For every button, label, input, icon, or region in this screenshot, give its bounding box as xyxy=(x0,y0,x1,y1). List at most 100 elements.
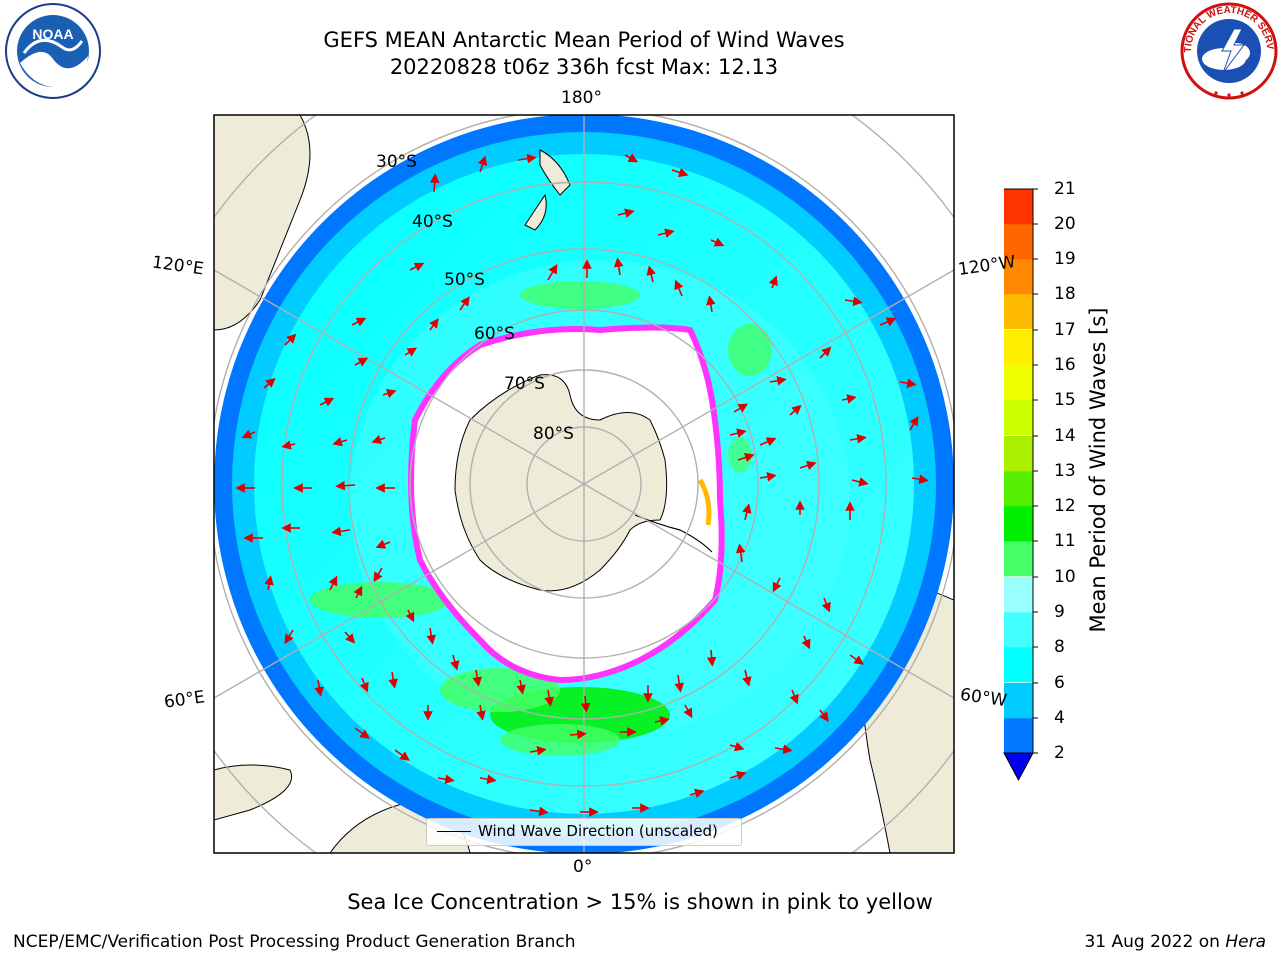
colorbar-tick: 17 xyxy=(1054,320,1076,340)
wave-arrow xyxy=(689,788,705,798)
wave-arrow xyxy=(516,679,526,695)
wave-arrow xyxy=(841,394,857,404)
wave-arrow xyxy=(879,317,897,327)
wave-arrow xyxy=(799,460,817,471)
colorbar-tick: 15 xyxy=(1054,390,1076,410)
wave-arrow xyxy=(683,704,693,719)
australia-land xyxy=(214,115,311,331)
wave-arrow xyxy=(319,397,335,407)
wave-arrow xyxy=(742,669,752,687)
new-zealand-land xyxy=(524,149,571,231)
wave-arrow xyxy=(768,275,778,289)
wave-arrow xyxy=(544,689,554,707)
wave-arrow xyxy=(477,155,488,173)
wave-arrow xyxy=(624,153,639,163)
colorbar-tick: 14 xyxy=(1054,426,1076,446)
colorbar-tick: 11 xyxy=(1054,531,1076,551)
date-stamp: 31 Aug 2022 on Hera xyxy=(1084,932,1266,952)
wave-arrow xyxy=(351,317,367,327)
wave-arrow xyxy=(547,263,558,281)
colorbar-tick: 10 xyxy=(1054,567,1076,587)
wave-arrow xyxy=(429,173,440,193)
national-weather-service-logo: NATIONAL WEATHER SERVICE xyxy=(1178,1,1278,100)
machine-name: Hera xyxy=(1225,932,1266,952)
map-subtitle: 20220828 t06z 336h fcst Max: 12.13 xyxy=(389,55,779,79)
wave-arrow xyxy=(429,318,439,331)
wave-arrow xyxy=(769,376,787,386)
wave-arrow xyxy=(819,709,829,722)
wave-arrow xyxy=(263,377,276,389)
wave-arrow xyxy=(437,774,455,784)
wave-arrow xyxy=(772,577,782,593)
wave-arrow xyxy=(819,346,832,359)
wave-arrow xyxy=(426,627,436,645)
wave-arrow xyxy=(284,333,297,346)
wave-arrow xyxy=(314,679,324,697)
colorbar-tick: 4 xyxy=(1054,708,1065,728)
lat-label-40s: 40°S xyxy=(412,212,453,232)
wave-arrow xyxy=(706,295,716,313)
wave-arrow xyxy=(706,649,717,667)
colorbar-tick: 18 xyxy=(1054,284,1076,304)
colorbar-tick: 21 xyxy=(1054,179,1076,199)
sea-ice-note: Sea Ice Concentration > 15% is shown in … xyxy=(347,890,933,914)
wave-arrow xyxy=(646,265,656,283)
wave-arrow xyxy=(450,654,460,671)
wave-arrow xyxy=(844,296,863,307)
svg-text:NOAA: NOAA xyxy=(32,26,73,42)
wave-arrow xyxy=(517,153,537,164)
wave-arrow xyxy=(729,428,747,438)
colorbar-tick: 19 xyxy=(1054,249,1076,269)
wave-arrow xyxy=(911,474,929,484)
wave-arrow xyxy=(613,257,624,276)
wave-arrow xyxy=(281,440,296,450)
wave-arrow xyxy=(759,437,777,447)
wave-arrow xyxy=(409,262,425,272)
wave-arrow xyxy=(382,388,397,399)
lat-label-70s: 70°S xyxy=(504,374,545,394)
wave-arrow xyxy=(331,526,351,537)
wave-arrow xyxy=(459,296,470,311)
map-title: GEFS MEAN Antarctic Mean Period of Wind … xyxy=(323,28,845,52)
wind-wave-arrows xyxy=(235,153,929,817)
wave-arrow xyxy=(332,437,348,447)
wave-arrow xyxy=(654,716,670,726)
wave-arrow xyxy=(344,631,356,644)
lon-label-0: 0° xyxy=(573,857,593,877)
wave-arrow xyxy=(529,806,549,817)
wave-arrow xyxy=(729,770,747,781)
wave-arrow xyxy=(710,237,725,247)
wave-arrow xyxy=(529,746,547,756)
colorbar-tick: 20 xyxy=(1054,214,1076,234)
wave-arrow xyxy=(774,744,793,755)
wave-arrow xyxy=(375,539,391,549)
colorbar-tick: 8 xyxy=(1054,637,1065,657)
wave-arrow xyxy=(479,774,497,784)
madagascar-land xyxy=(214,764,292,821)
colorbar-tick: 2 xyxy=(1054,743,1065,763)
colorbar xyxy=(1003,188,1038,782)
wave-arrow xyxy=(759,472,777,482)
antarctic-peninsula xyxy=(634,514,713,553)
date-text: 31 Aug 2022 on xyxy=(1084,932,1220,952)
wave-arrow xyxy=(353,585,363,599)
lat-label-30s: 30°S xyxy=(376,152,417,172)
wave-arrow xyxy=(354,357,369,367)
wave-arrow xyxy=(789,404,802,416)
colorbar-label: Mean Period of Wind Waves [s] xyxy=(1086,307,1110,633)
wave-arrow xyxy=(264,575,274,591)
colorbar-under-triangle xyxy=(1003,752,1034,782)
legend: Wind Wave Direction (unscaled) xyxy=(426,818,742,846)
wave-arrow xyxy=(851,477,869,487)
wave-arrow xyxy=(801,635,811,650)
lon-label-180: 180° xyxy=(561,88,602,108)
lat-label-60s: 60°S xyxy=(474,324,515,344)
wave-arrow xyxy=(737,452,755,463)
wave-arrow xyxy=(789,689,799,705)
wave-arrow xyxy=(735,543,746,563)
wave-arrow xyxy=(404,347,418,357)
lat-label-80s: 80°S xyxy=(533,424,574,444)
wave-arrow xyxy=(472,669,482,687)
wave-arrow xyxy=(671,167,689,178)
